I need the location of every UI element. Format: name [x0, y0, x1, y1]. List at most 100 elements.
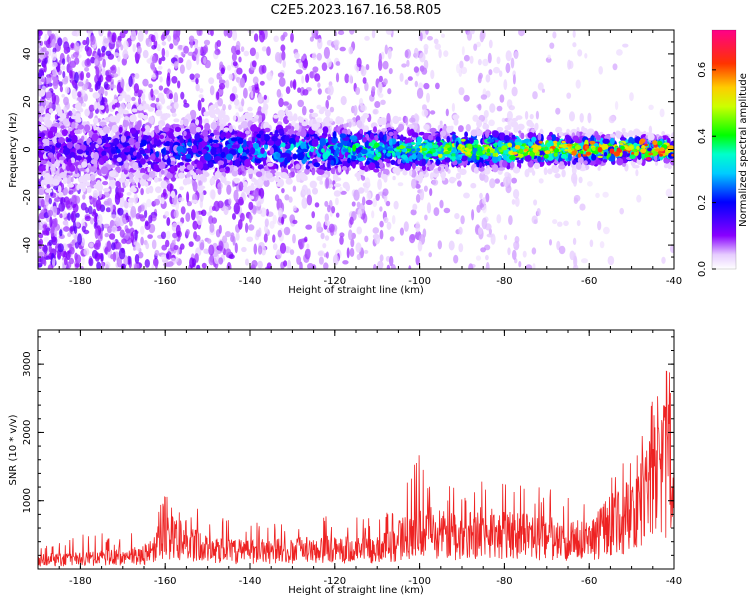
heatmap-cell: [52, 205, 58, 218]
heatmap-cell: [250, 90, 254, 99]
heatmap-cell: [156, 103, 163, 112]
heatmap-cell: [212, 139, 219, 144]
heatmap-cell: [125, 212, 129, 221]
heatmap-cell: [50, 226, 56, 237]
heatmap-cell: [428, 252, 433, 258]
heatmap-cell: [136, 46, 142, 55]
heatmap-cell: [116, 242, 122, 250]
heatmap-cell: [105, 74, 112, 83]
heatmap-cell: [102, 181, 109, 186]
heatmap-cell: [38, 34, 41, 41]
heatmap-cell: [496, 56, 501, 65]
heatmap-cell: [480, 94, 488, 100]
heatmap-cell: [476, 204, 481, 213]
heatmap-cell: [59, 85, 64, 93]
heatmap-cell: [66, 250, 71, 261]
heatmap-cell: [77, 233, 82, 246]
heatmap-cell: [253, 33, 259, 42]
heatmap-cell: [415, 221, 421, 233]
heatmap-cell: [552, 31, 557, 39]
heatmap-cell: [185, 212, 191, 222]
heatmap-cell: [51, 236, 58, 246]
heatmap-cell: [331, 136, 339, 144]
heatmap-cell: [276, 249, 282, 260]
heatmap-cell: [622, 43, 629, 48]
heatmap-cell: [160, 97, 166, 105]
heatmap-cell: [39, 186, 45, 196]
heatmap-cell: [40, 78, 46, 83]
heatmap-cell: [77, 81, 84, 87]
heatmap-cell: [397, 182, 404, 187]
heatmap-cell: [313, 162, 321, 168]
heatmap-cell: [161, 244, 167, 251]
heatmap-cell: [193, 139, 198, 146]
heatmap-cell: [111, 242, 116, 251]
heatmap-cell: [353, 189, 360, 201]
heatmap-cell: [223, 206, 229, 216]
heatmap-cell: [272, 214, 277, 225]
heatmap-cell: [259, 80, 265, 86]
heatmap-cell: [210, 189, 216, 200]
heatmap-cell: [161, 41, 167, 46]
heatmap-cell: [529, 113, 534, 120]
heatmap-cell: [88, 195, 92, 200]
heatmap-cell: [140, 188, 144, 196]
heatmap-cell: [309, 71, 315, 79]
heatmap-cell: [115, 216, 121, 227]
heatmap-cell: [213, 128, 218, 136]
heatmap-cell: [448, 240, 455, 251]
heatmap-cell: [73, 225, 78, 234]
heatmap-cell: [70, 210, 77, 223]
heatmap-cell: [220, 67, 225, 75]
heatmap-cell: [487, 52, 492, 64]
heatmap-cell: [151, 45, 157, 50]
heatmap-cell: [118, 108, 122, 114]
heatmap-cell: [146, 198, 152, 208]
heatmap-cell: [238, 196, 244, 206]
heatmap-cell: [95, 66, 100, 77]
heatmap-cell: [576, 127, 580, 133]
heatmap-cell: [342, 260, 349, 265]
heatmap-cell: [587, 181, 593, 187]
heatmap-cell: [186, 201, 192, 207]
heatmap-cell: [210, 114, 216, 118]
heatmap-cell: [38, 43, 42, 52]
heatmap-cell: [465, 124, 471, 132]
heatmap-cell: [301, 55, 305, 61]
heatmap-cell: [477, 58, 482, 66]
heatmap-cell: [230, 232, 235, 239]
heatmap-cell: [218, 224, 222, 234]
heatmap-cell: [296, 255, 301, 265]
heatmap-cell: [306, 243, 310, 249]
heatmap-cell: [210, 30, 214, 37]
heatmap-cell: [196, 264, 201, 269]
heatmap-cell: [290, 32, 294, 43]
heatmap-cell: [323, 262, 329, 269]
heatmap-cell: [164, 211, 170, 217]
heatmap-cell: [426, 92, 430, 103]
heatmap-cell: [328, 223, 335, 233]
heatmap-cell: [151, 74, 157, 80]
heatmap-cell: [460, 215, 465, 225]
heatmap-cell: [261, 64, 267, 74]
heatmap-cell: [382, 188, 389, 196]
heatmap-cell: [195, 77, 199, 85]
heatmap-cell: [137, 251, 144, 259]
heatmap-cell: [101, 67, 106, 77]
heatmap-cell: [482, 123, 490, 130]
heatmap-cell: [161, 47, 166, 58]
heatmap-cell: [199, 242, 205, 251]
heatmap-cell: [499, 70, 503, 77]
spectrogram-heatmap: [38, 30, 674, 269]
heatmap-cell: [514, 197, 520, 207]
heatmap-cell: [418, 131, 425, 136]
heatmap-cell: [154, 258, 159, 269]
heatmap-cell: [137, 30, 144, 42]
heatmap-cell: [325, 251, 329, 259]
spectrogram-panel: -180 -160 -140 -120 -100 -80 -60 -40-40-2002040…: [8, 29, 682, 296]
heatmap-cell: [175, 224, 181, 237]
heatmap-cell: [372, 108, 379, 115]
heatmap-cell: [43, 244, 48, 254]
heatmap-cell: [406, 59, 410, 67]
heatmap-cell: [148, 83, 153, 89]
